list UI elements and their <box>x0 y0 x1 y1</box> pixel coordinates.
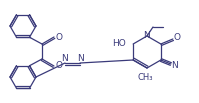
Text: O: O <box>173 33 180 43</box>
Text: HO: HO <box>112 39 126 47</box>
Text: N: N <box>172 60 178 70</box>
Text: N: N <box>144 32 150 40</box>
Text: O: O <box>56 61 62 70</box>
Text: CH₃: CH₃ <box>137 73 153 81</box>
Text: O: O <box>56 33 62 42</box>
Text: N: N <box>62 53 68 63</box>
Text: N: N <box>77 53 83 63</box>
